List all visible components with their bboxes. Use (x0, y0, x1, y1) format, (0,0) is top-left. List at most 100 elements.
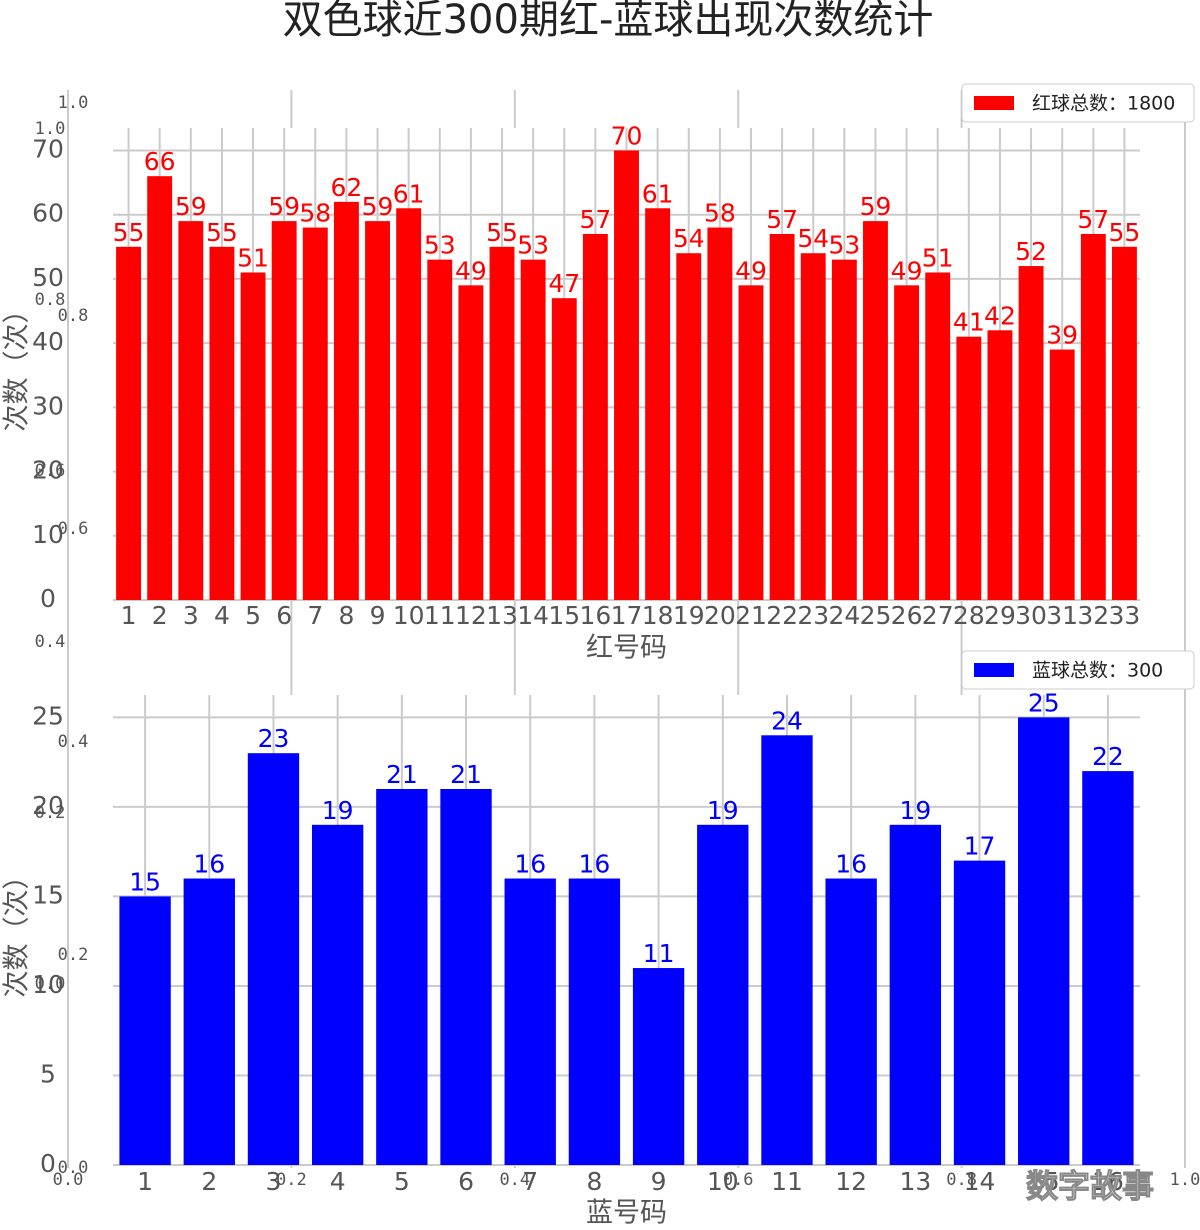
bar (458, 285, 484, 600)
x-tick-label: 13 (486, 601, 518, 630)
value-label: 39 (1046, 321, 1078, 350)
bar (119, 896, 171, 1165)
bar (247, 753, 300, 1165)
x-tick-label: 1 (137, 1167, 153, 1196)
bar (800, 253, 826, 600)
bg-y-tick-label: 0.0 (58, 1158, 89, 1178)
bar (956, 336, 982, 600)
value-label: 57 (766, 205, 798, 234)
value-label: 57 (579, 205, 611, 234)
x-tick-label: 7 (307, 601, 323, 630)
value-label: 55 (1109, 218, 1141, 247)
x-tick-label: 2 (201, 1167, 217, 1196)
x-tick-label: 14 (517, 601, 549, 630)
bar (504, 878, 556, 1165)
value-label: 42 (984, 301, 1016, 330)
x-tick-label: 16 (1092, 1167, 1124, 1196)
value-label: 19 (707, 796, 739, 825)
bar (365, 221, 390, 600)
x-tick-label: 22 (766, 601, 798, 630)
x-tick-label: 16 (579, 601, 611, 630)
bar (697, 824, 749, 1165)
legend-label: 红球总数：1800 (1032, 93, 1175, 115)
value-label: 61 (393, 179, 425, 208)
legend: 蓝球总数：300 (961, 650, 1195, 690)
value-label: 58 (704, 199, 736, 228)
y-axis-label: 次数（次） (2, 863, 33, 998)
legend-box (961, 650, 1195, 690)
value-label: 55 (206, 218, 238, 247)
y-tick-label: 20 (32, 791, 64, 820)
bar (209, 246, 235, 600)
x-tick-label: 15 (1028, 1167, 1060, 1196)
bar (582, 233, 608, 601)
y-tick-label: 30 (32, 391, 64, 420)
bar (953, 860, 1006, 1165)
bar (1111, 246, 1137, 600)
bar (632, 968, 685, 1165)
bg-x-tick-label: 0.8 (946, 1170, 977, 1190)
value-label: 57 (1077, 205, 1109, 234)
bg-y-tick-label: 0.2 (35, 803, 66, 823)
bar (894, 285, 920, 600)
y-axis-label: 次数（次） (2, 297, 33, 432)
bar (1080, 233, 1106, 601)
bar (302, 227, 328, 600)
x-tick-label: 1 (121, 601, 137, 630)
x-tick-label: 6 (458, 1167, 474, 1196)
x-tick-label: 15 (548, 601, 580, 630)
bar (738, 285, 764, 600)
bar (333, 201, 359, 600)
x-tick-label: 7 (522, 1167, 538, 1196)
y-tick-label: 15 (32, 880, 64, 909)
x-tick-label: 29 (984, 601, 1016, 630)
x-tick-label: 32 (1077, 601, 1109, 630)
x-tick-label: 27 (922, 601, 954, 630)
value-label: 62 (331, 173, 363, 202)
y-tick-label: 0 (40, 1149, 56, 1178)
y-tick-label: 5 (40, 1059, 56, 1088)
y-tick-label: 0 (40, 584, 56, 613)
bar (1018, 266, 1044, 600)
x-axis-label: 红号码 (586, 633, 667, 664)
bar (427, 259, 453, 600)
x-tick-label: 33 (1109, 601, 1141, 630)
value-label: 21 (386, 760, 418, 789)
bar (271, 221, 297, 600)
x-tick-label: 28 (953, 601, 985, 630)
value-label: 21 (450, 760, 482, 789)
x-tick-label: 19 (673, 601, 705, 630)
bar (1018, 717, 1070, 1165)
bar (520, 259, 546, 600)
x-tick-label: 3 (266, 1167, 282, 1196)
bar (889, 824, 942, 1165)
value-label: 61 (642, 179, 674, 208)
legend-swatch (974, 96, 1014, 110)
x-tick-label: 11 (771, 1167, 803, 1196)
x-tick-label: 23 (797, 601, 829, 630)
bg-y-tick-label: 0.6 (58, 519, 89, 539)
y-tick-label: 20 (32, 456, 64, 485)
x-tick-label: 10 (393, 601, 425, 630)
x-tick-label: 31 (1046, 601, 1078, 630)
bar (116, 246, 142, 600)
bg-y-tick-label: 1.0 (58, 93, 89, 113)
value-label: 54 (797, 224, 829, 253)
bg-x-tick-label: 0.0 (53, 1170, 84, 1190)
bar (863, 221, 888, 600)
value-label: 47 (548, 269, 580, 298)
value-label: 53 (424, 231, 456, 260)
bar (645, 208, 671, 601)
bar (183, 878, 235, 1165)
bar (769, 233, 795, 601)
bar (831, 259, 857, 600)
value-label: 49 (735, 256, 767, 285)
value-label: 19 (899, 796, 931, 825)
bar (178, 221, 204, 600)
value-label: 16 (579, 850, 611, 879)
legend-label: 蓝球总数：300 (1032, 660, 1163, 682)
bar (707, 227, 733, 600)
value-label: 24 (771, 706, 803, 735)
bg-y-tick-label: 0.8 (58, 306, 89, 326)
x-tick-label: 13 (899, 1167, 931, 1196)
